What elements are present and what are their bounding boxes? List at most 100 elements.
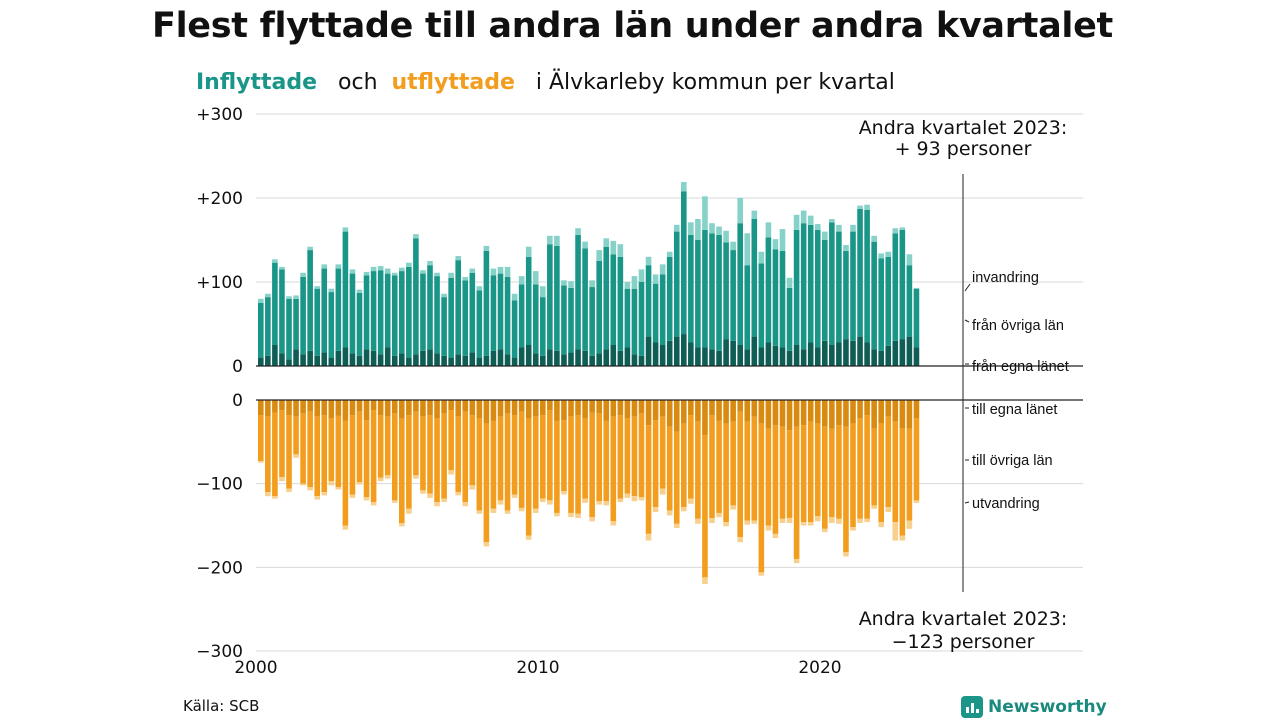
bar-invandring bbox=[836, 224, 842, 232]
bar-från-egna-länet bbox=[814, 347, 821, 366]
bar-invandring bbox=[455, 255, 461, 261]
bar-till-egna-länet bbox=[638, 400, 645, 414]
bar-till-egna-länet bbox=[857, 400, 863, 419]
bar-invandring bbox=[624, 282, 631, 289]
bar-från-egna-länet bbox=[504, 354, 511, 366]
bar-till-övriga-län bbox=[681, 423, 687, 508]
y-tick-label: −100 bbox=[196, 475, 243, 495]
bar-från-egna-länet bbox=[666, 340, 673, 366]
bar-invandring bbox=[617, 244, 624, 257]
bar-till-övriga-län bbox=[786, 430, 793, 518]
bar-till-egna-länet bbox=[688, 400, 694, 416]
bar-från-egna-länet bbox=[638, 355, 645, 366]
bar-från-övriga-län bbox=[547, 244, 553, 350]
bar-utvandring bbox=[420, 490, 426, 494]
bar-till-egna-länet bbox=[377, 400, 384, 416]
bar-utvandring bbox=[511, 494, 518, 498]
bar-från-egna-länet bbox=[688, 342, 694, 366]
bar-till-övriga-län bbox=[822, 426, 828, 529]
bar-invandring bbox=[469, 268, 476, 273]
bar-till-egna-länet bbox=[399, 400, 405, 419]
bar-till-övriga-län bbox=[568, 416, 574, 513]
bar-utvandring bbox=[850, 527, 856, 531]
bar-från-egna-länet bbox=[857, 336, 863, 366]
bar-från-övriga-län bbox=[800, 223, 807, 350]
bar-från-övriga-län bbox=[342, 231, 349, 348]
bar-invandring bbox=[476, 286, 483, 291]
bar-utvandring bbox=[399, 522, 405, 527]
bar-invandring bbox=[441, 293, 447, 298]
bar-utvandring bbox=[800, 522, 807, 526]
bar-till-egna-länet bbox=[899, 400, 906, 429]
bar-utvandring bbox=[518, 507, 525, 512]
bar-utvandring bbox=[871, 505, 877, 509]
bar-från-egna-länet bbox=[497, 349, 504, 366]
bar-från-egna-länet bbox=[624, 347, 631, 366]
bar-invandring bbox=[504, 266, 511, 277]
bar-till-övriga-län bbox=[772, 425, 779, 534]
bar-från-egna-länet bbox=[737, 345, 743, 366]
bar-till-övriga-län bbox=[807, 421, 814, 523]
bar-invandring bbox=[645, 256, 652, 266]
bar-utvandring bbox=[448, 470, 454, 475]
bar-till-övriga-län bbox=[420, 416, 426, 491]
bar-till-övriga-län bbox=[814, 423, 821, 517]
bar-utvandring bbox=[483, 542, 490, 547]
bar-utvandring bbox=[864, 518, 870, 523]
bar-invandring bbox=[652, 274, 659, 284]
bar-till-övriga-län bbox=[913, 418, 920, 501]
bar-från-övriga-län bbox=[610, 254, 617, 345]
bar-invandring bbox=[568, 281, 574, 288]
bar-från-övriga-län bbox=[765, 237, 772, 343]
bar-från-övriga-län bbox=[462, 280, 469, 356]
bar-till-egna-länet bbox=[892, 400, 899, 422]
bar-utvandring bbox=[568, 512, 574, 518]
bar-till-egna-länet bbox=[737, 400, 743, 412]
bar-utvandring bbox=[666, 510, 673, 516]
bar-från-övriga-län bbox=[293, 298, 299, 350]
bar-från-egna-länet bbox=[899, 339, 906, 366]
bar-utvandring bbox=[328, 481, 335, 486]
bar-till-egna-länet bbox=[370, 400, 377, 411]
bar-till-egna-länet bbox=[779, 400, 786, 427]
bar-till-egna-länet bbox=[525, 400, 532, 419]
bar-till-övriga-län bbox=[547, 410, 553, 501]
bar-från-egna-länet bbox=[885, 345, 892, 366]
bar-från-egna-länet bbox=[483, 355, 490, 366]
bar-från-egna-länet bbox=[744, 349, 751, 366]
bar-utvandring bbox=[638, 497, 645, 501]
bar-till-övriga-län bbox=[462, 411, 469, 503]
bar-invandring bbox=[321, 264, 328, 269]
bar-från-övriga-län bbox=[652, 283, 659, 343]
bar-till-egna-länet bbox=[314, 400, 320, 417]
bar-från-egna-länet bbox=[469, 352, 476, 366]
bar-utvandring bbox=[610, 521, 617, 526]
y-tick-label: +200 bbox=[196, 189, 243, 209]
bar-från-övriga-län bbox=[645, 265, 652, 337]
bar-till-egna-länet bbox=[258, 400, 264, 416]
bar-till-egna-länet bbox=[744, 400, 751, 422]
bar-utvandring bbox=[462, 502, 469, 507]
bar-från-egna-länet bbox=[596, 353, 602, 366]
bar-från-övriga-län bbox=[258, 303, 264, 358]
bar-utvandring bbox=[335, 487, 342, 490]
bar-till-övriga-län bbox=[307, 411, 313, 488]
bar-invandring bbox=[427, 261, 433, 266]
bar-från-övriga-län bbox=[822, 240, 828, 341]
bar-från-övriga-län bbox=[737, 223, 743, 345]
bar-utvandring bbox=[554, 512, 560, 517]
bar-från-egna-länet bbox=[631, 354, 638, 366]
bar-invandring bbox=[434, 272, 440, 277]
bar-från-övriga-län bbox=[349, 273, 356, 354]
bar-från-övriga-län bbox=[504, 276, 511, 355]
bar-utvandring bbox=[427, 493, 433, 498]
bar-invandring bbox=[603, 238, 610, 247]
bar-till-övriga-län bbox=[300, 413, 306, 484]
bar-utvandring bbox=[899, 535, 906, 541]
bar-från-egna-länet bbox=[871, 349, 877, 366]
bar-utvandring bbox=[589, 517, 595, 522]
bar-till-övriga-län bbox=[483, 423, 490, 543]
bar-från-egna-länet bbox=[490, 350, 497, 366]
bar-till-övriga-län bbox=[850, 423, 856, 528]
bar-till-egna-länet bbox=[575, 400, 581, 416]
